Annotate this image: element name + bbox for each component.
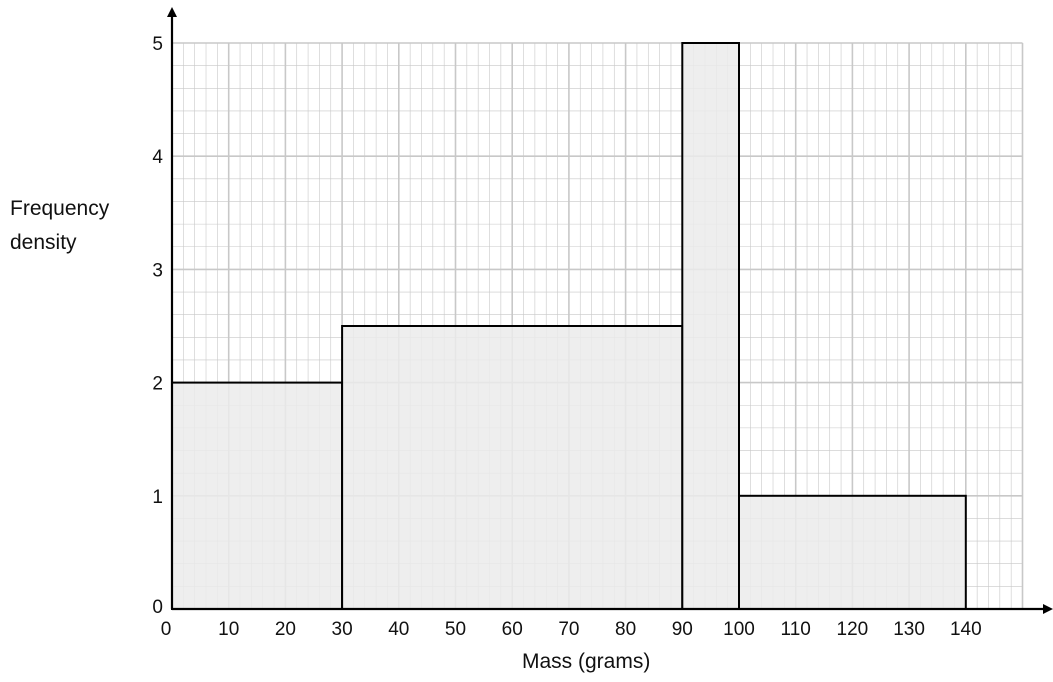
x-tick-label: 20 (275, 619, 296, 640)
y-tick-label: 5 (152, 34, 163, 55)
x-axis-label: Mass (grams) (522, 650, 651, 673)
x-tick-label: 60 (502, 619, 523, 640)
x-tick-label: 10 (218, 619, 239, 640)
x-tick-label: 120 (837, 619, 869, 640)
y-tick-label: 3 (152, 260, 163, 281)
x-tick-label: 130 (893, 619, 925, 640)
x-tick-labels: 0 10 20 30 40 50 60 70 80 90 100 110 120 130 140 (161, 619, 982, 640)
x-tick-label: 140 (950, 619, 982, 640)
y-axis-label-line-1: Frequency (10, 197, 110, 220)
x-tick-label: 100 (723, 619, 755, 640)
histogram-bar-100-140 (738, 494, 967, 610)
x-tick-label: 0 (161, 619, 172, 640)
x-tick-label: 70 (558, 619, 579, 640)
x-tick-label: 90 (672, 619, 693, 640)
y-tick-label: 0 (152, 597, 163, 618)
x-tick-label: 110 (781, 619, 811, 640)
histogram-bar-30-90 (341, 325, 684, 610)
y-tick-label: 4 (152, 147, 163, 168)
y-tick-label: 1 (152, 487, 163, 508)
histogram-bar-0-30 (171, 381, 344, 610)
x-tick-label: 80 (615, 619, 636, 640)
axes (167, 7, 1053, 614)
y-tick-labels: 0 1 2 3 4 5 (152, 34, 163, 618)
x-tick-label: 50 (445, 619, 466, 640)
x-axis-arrow-icon (1043, 604, 1053, 614)
y-axis-label-line-2: density (10, 231, 77, 254)
y-axis-arrow-icon (167, 7, 177, 17)
histogram-bar-90-100 (681, 42, 740, 610)
x-tick-label: 30 (332, 619, 353, 640)
x-tick-label: 40 (388, 619, 409, 640)
y-tick-label: 2 (152, 374, 163, 395)
